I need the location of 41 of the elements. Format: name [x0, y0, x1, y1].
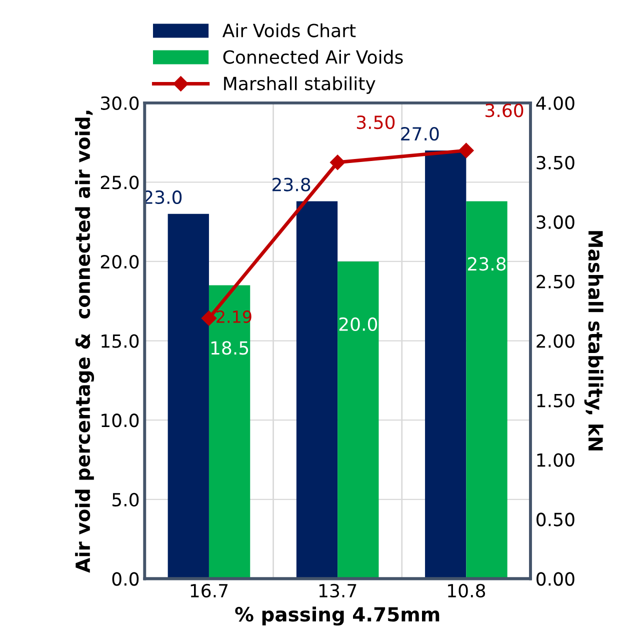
- y-tick-label: 25.0: [100, 176, 139, 190]
- x-axis-title: % passing 4.75mm: [235, 606, 440, 626]
- legend-label: Marshall stability: [224, 76, 376, 94]
- y-tick-label: 0.0: [112, 572, 139, 586]
- y2-tick-label: 2.00: [536, 334, 574, 348]
- x-tick-label: 16.7: [190, 584, 228, 598]
- x-tick-label: 10.8: [448, 584, 486, 598]
- bar: [338, 261, 379, 579]
- x-tick-label: 13.7: [319, 584, 356, 598]
- point: [330, 154, 346, 170]
- y-tick-label: 30.0: [100, 96, 139, 110]
- bar: [425, 150, 466, 579]
- y2-tick-label: 1.50: [537, 394, 574, 408]
- bar: [296, 201, 338, 579]
- point: [458, 142, 474, 158]
- y2-tick-label: 0.00: [536, 572, 574, 586]
- data-label: 3.60: [486, 104, 524, 118]
- data-label: 18.5: [211, 341, 248, 355]
- y-tick-label: 10.0: [102, 414, 139, 428]
- y2-tick-label: 1.00: [537, 453, 574, 467]
- y-tick-label: 20.0: [100, 254, 139, 269]
- data-label: 27.0: [401, 126, 439, 141]
- bar: [208, 285, 250, 579]
- y2-tick-label: 0.50: [536, 512, 574, 526]
- bar: [466, 201, 508, 579]
- y-axis-title: Air void percentage & connected air void,: [75, 110, 94, 573]
- y2-tick-label: 3.00: [536, 215, 574, 229]
- bar: [168, 214, 209, 579]
- data-label: 23.8: [272, 178, 310, 192]
- data-label: 23.8: [468, 257, 506, 271]
- data-label: 3.50: [356, 115, 395, 130]
- point: [201, 310, 217, 326]
- data-label: 20.0: [339, 317, 378, 331]
- y-tick-label: 5.0: [112, 492, 139, 507]
- y2-tick-label: 2.50: [536, 274, 574, 288]
- y-tick-label: 15.0: [102, 334, 139, 348]
- y2-tick-label: 3.50: [536, 156, 574, 170]
- legend-label: Connected Air Voids: [223, 50, 403, 64]
- y2-axis-title: Mashall stability, kN: [584, 231, 604, 450]
- legend-label: Air Voids Chart: [222, 23, 356, 38]
- y2-tick-label: 4.00: [536, 96, 574, 110]
